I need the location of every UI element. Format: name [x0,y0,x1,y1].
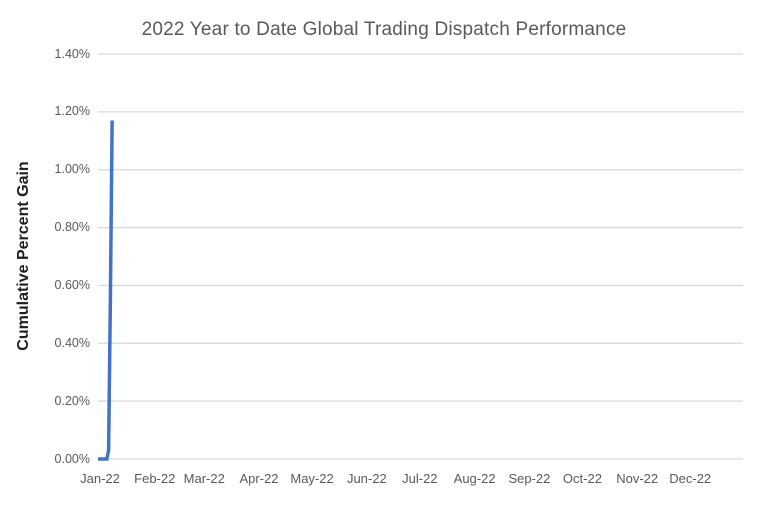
y-tick-label: 0.00% [54,451,90,466]
x-tick-label: Apr-22 [239,471,279,486]
y-tick-label: 0.20% [54,393,90,408]
x-tick-label: May-22 [290,471,334,486]
x-tick-label: Jan-22 [80,471,120,486]
y-tick-label: 1.00% [54,162,90,177]
series-line [98,120,114,461]
y-tick-label: 1.20% [54,104,90,119]
x-tick-label: Jun-22 [346,471,387,486]
y-tick-label: 0.60% [54,277,90,292]
x-tick-label: Oct-22 [562,471,602,486]
y-tick-label: 1.40% [54,46,90,61]
x-tick-label: Dec-22 [669,471,712,486]
x-tick-label: Sep-22 [508,471,551,486]
x-tick-label: Nov-22 [616,471,659,486]
chart-title: 2022 Year to Date Global Trading Dispatc… [141,19,627,40]
x-tick-label: Jul-22 [402,471,438,486]
y-tick-label: 0.80% [54,220,90,235]
x-tick-label: Feb-22 [134,471,176,486]
x-tick-label: Aug-22 [453,471,496,486]
x-tick-label: Mar-22 [183,471,225,486]
y-tick-label: 0.40% [54,335,90,350]
